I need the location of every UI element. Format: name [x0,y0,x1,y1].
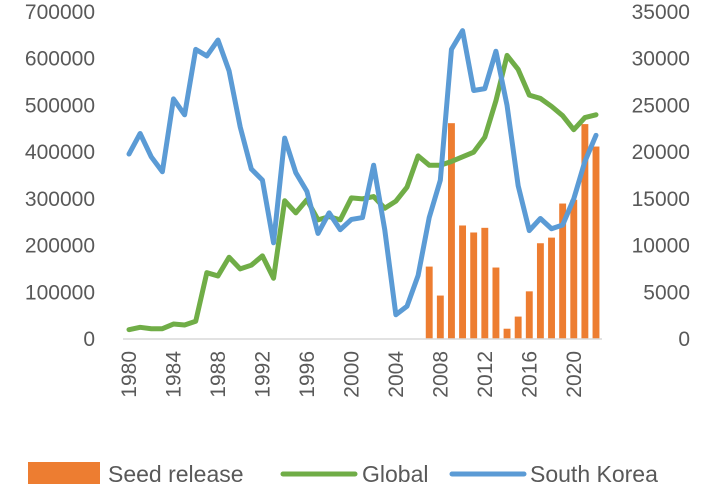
y-left-tick-label: 200000 [25,235,95,258]
x-tick-label: 1996 [296,351,319,398]
y-right-tick-label: 10000 [632,235,690,258]
x-tick-label: 2008 [429,351,452,398]
y-left-tick-label: 100000 [25,281,95,304]
x-tick-label: 2016 [518,351,541,398]
y-right-tick-label: 5000 [643,281,690,304]
seed-release-bar-2009 [448,123,455,340]
x-tick-label: 1984 [162,351,185,398]
y-left-tick-label: 700000 [25,1,95,24]
y-left-tick-label: 500000 [25,94,95,117]
y-left-tick-label: 400000 [25,141,95,164]
legend-label: Seed release [108,461,244,486]
seed-release-bar-2008 [436,295,444,339]
y-left-tick-label: 0 [83,328,95,351]
seed-release-bar-2021 [581,124,589,339]
seed-release-bar-2020 [570,199,578,339]
x-tick-label: 1992 [251,351,274,398]
seed-release-bar-2022 [592,146,600,339]
seed-release-bar-2017 [536,243,544,339]
y-right-tick-label: 30000 [632,48,690,71]
seed-release-bar-2018 [548,237,555,339]
south-korea-line [126,28,599,318]
seed-release-bar-2014 [503,328,511,339]
y-right-tick-label: 0 [678,328,690,351]
seed-release-bar-2015 [514,316,522,339]
y-right-tick-label: 20000 [632,141,690,164]
seed-release-bar-2007 [425,266,433,339]
y-right-tick-label: 35000 [632,1,690,24]
seed-release-bar-2012 [481,227,489,339]
global-line [126,52,599,333]
y-left-tick-label: 300000 [25,188,95,211]
x-tick-label: 1988 [207,351,230,398]
x-tick-label: 2004 [385,351,408,398]
x-tick-label: 2012 [474,351,497,398]
seed-release-bar-2011 [470,232,478,339]
legend-label: Global [362,461,428,486]
legend-label: South Korea [530,461,658,486]
y-left-tick-label: 600000 [25,48,95,71]
y-right-tick-label: 15000 [632,188,690,211]
seed-release-bar-2010 [459,225,467,339]
series-lines [126,28,599,333]
seed-release-bar-2013 [492,267,500,339]
legend: Seed release Global South Korea [28,461,658,486]
x-tick-label: 2000 [340,351,363,398]
y-right-tick-label: 25000 [632,94,690,117]
x-axis: 1980 1984 1988 1992 1996 2000 2004 2008 2012 2016… [118,338,602,398]
seed-release-bars [425,123,600,340]
seed-release-bar-2016 [525,291,533,339]
seed-release-bar-2019 [559,203,567,339]
legend-swatch [28,462,100,484]
y-axis-left: 0 100000 200000 300000 400000 500000 600000 700… [25,1,95,351]
x-tick-label: 1980 [118,351,141,398]
y-axis-right: 0 5000 10000 15000 20000 25000 30000 35000 [632,1,690,351]
x-tick-label: 2020 [563,351,586,398]
